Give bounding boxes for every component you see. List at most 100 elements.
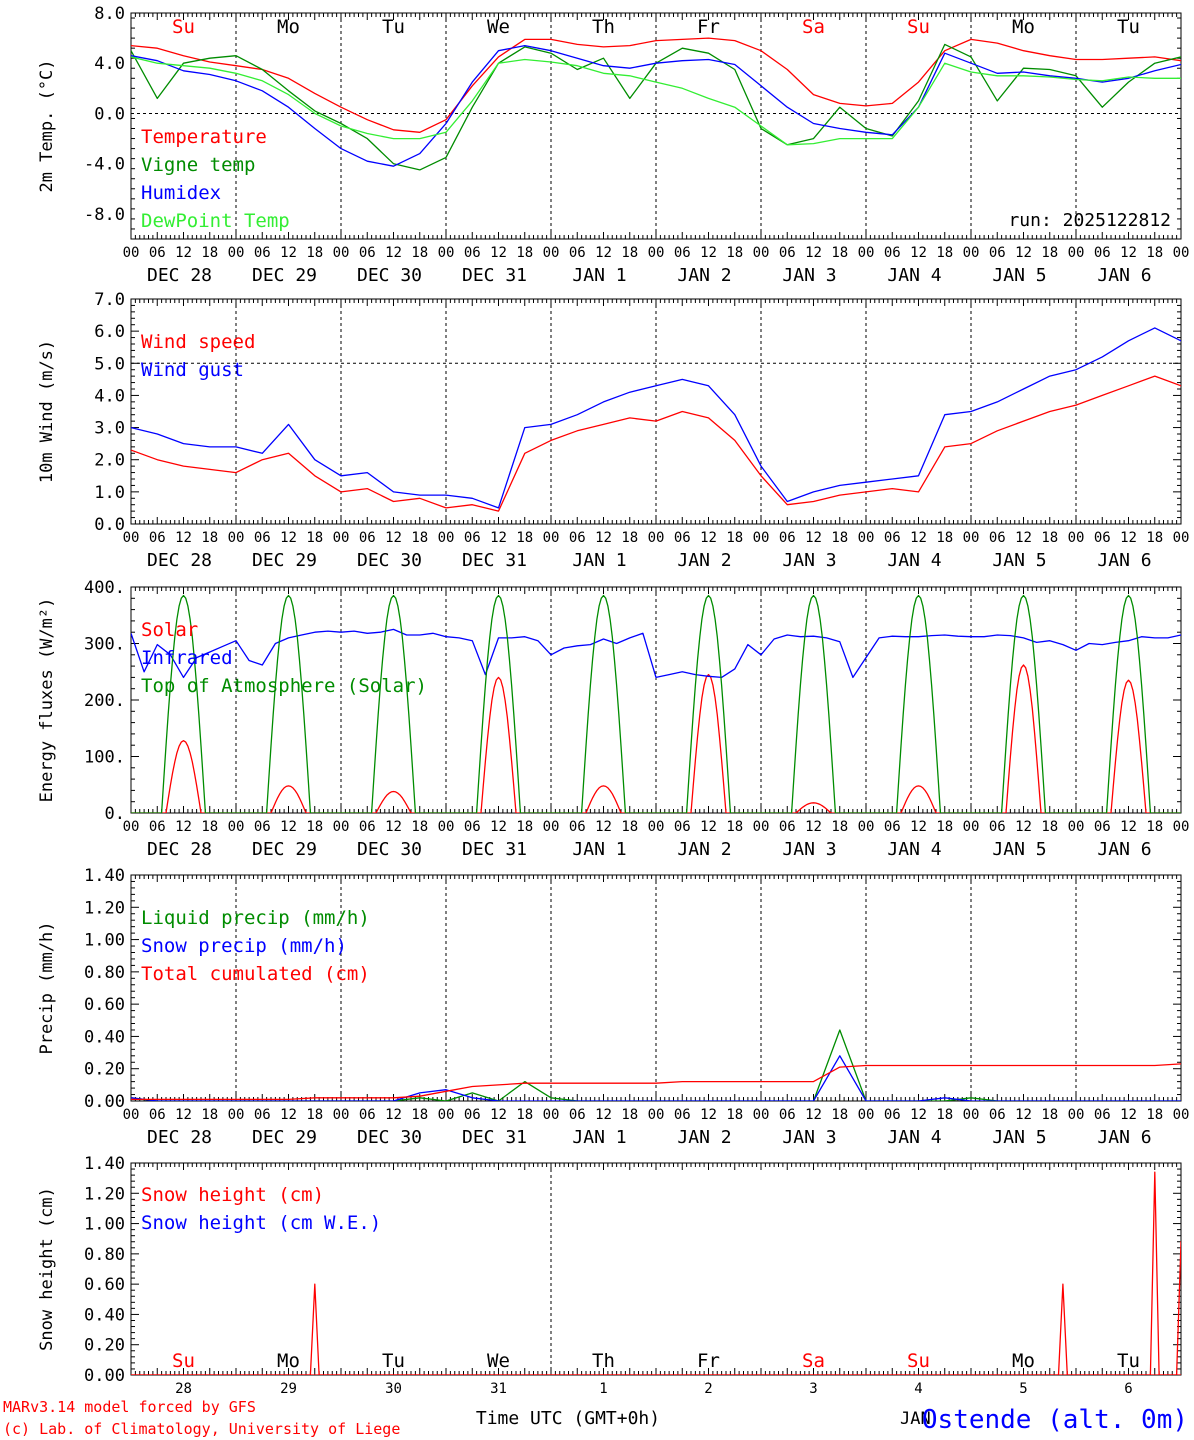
hour-label: 18 — [831, 1107, 848, 1123]
hour-label: 12 — [805, 530, 822, 546]
panel-1: 8.0 4.0 0.0 -4.0 -8.0 2m Temp. (°C) 00 06 12 18 00… — [37, 4, 1189, 286]
hour-label: 00 — [963, 245, 980, 261]
hour-label: 06 — [254, 245, 271, 261]
hour-label: 00 — [963, 1107, 980, 1123]
legend-vigne-temp: Vigne temp — [141, 154, 255, 176]
y-tick-label: 0. — [105, 804, 125, 824]
hour-label: 12 — [805, 245, 822, 261]
hour-label: 12 — [490, 530, 507, 546]
y-tick-label: 6.0 — [94, 322, 125, 342]
series-wind-gust — [131, 327, 1181, 509]
hour-label: 06 — [149, 245, 166, 261]
series-group — [131, 1029, 1181, 1101]
hour-label: 00 — [543, 245, 560, 261]
y-tick-label: 1.20 — [84, 898, 125, 918]
date-label: DEC 28 — [147, 1127, 212, 1148]
legend-dewpoint-temp: DewPoint Temp — [141, 210, 290, 232]
hour-label: 12 — [700, 245, 717, 261]
day-number: 29 — [280, 1381, 297, 1397]
series-wind-speed — [131, 375, 1181, 512]
legend-infrared: Infrared — [141, 647, 233, 669]
y-tick-label: 5.0 — [94, 354, 125, 374]
hour-ticks — [130, 875, 1182, 1101]
hour-label: 00 — [858, 819, 875, 835]
hour-label: 00 — [438, 245, 455, 261]
hour-label: 12 — [1120, 819, 1137, 835]
hour-label: 18 — [1041, 1107, 1058, 1123]
hour-label: 00 — [753, 1107, 770, 1123]
hour-label: 00 — [123, 1107, 140, 1123]
y-tick-label: 1.20 — [84, 1184, 125, 1204]
legend-temperature: Temperature — [141, 126, 267, 148]
day-name: Sa — [802, 1350, 825, 1372]
date-label: DEC 30 — [357, 1127, 422, 1148]
hour-label: 12 — [280, 245, 297, 261]
hour-label: 00 — [543, 819, 560, 835]
hour-label: 00 — [333, 530, 350, 546]
hour-label: 18 — [516, 1107, 533, 1123]
date-label: JAN 3 — [782, 1127, 836, 1148]
hour-label: 00 — [1173, 819, 1190, 835]
y-tick-label: 0.80 — [84, 963, 125, 983]
legend-snow-precip-mm-h: Snow precip (mm/h) — [141, 935, 347, 957]
series-total-cumulated-cm — [131, 1063, 1181, 1101]
hour-label: 12 — [280, 819, 297, 835]
hour-label: 12 — [385, 245, 402, 261]
y-tick-label: 0.60 — [84, 1275, 125, 1295]
date-label: DEC 30 — [357, 839, 422, 860]
day-name: Mo — [1012, 1350, 1035, 1372]
date-label: JAN 6 — [1097, 265, 1151, 286]
day-number: 4 — [914, 1381, 922, 1397]
hour-label: 18 — [726, 819, 743, 835]
legend-wind-speed: Wind speed — [141, 331, 255, 353]
hour-label: 00 — [438, 530, 455, 546]
day-number: 6 — [1124, 1381, 1132, 1397]
date-label: DEC 30 — [357, 550, 422, 571]
y-tick-label: 0.40 — [84, 1027, 125, 1047]
hour-label: 00 — [963, 530, 980, 546]
hour-label: 06 — [989, 819, 1006, 835]
hour-label: 12 — [910, 819, 927, 835]
date-label: JAN 1 — [572, 1127, 626, 1148]
hour-label: 18 — [621, 245, 638, 261]
hour-label: 06 — [464, 819, 481, 835]
y-axis-title: 10m Wind (m/s) — [37, 340, 57, 483]
date-label: DEC 29 — [252, 550, 317, 571]
month-label: JAN — [900, 1409, 931, 1429]
y-tick-label: 0.20 — [84, 1336, 125, 1356]
hour-label: 06 — [674, 530, 691, 546]
hour-label: 00 — [753, 819, 770, 835]
date-label: JAN 6 — [1097, 839, 1151, 860]
date-label: DEC 30 — [357, 265, 422, 286]
hour-label: 06 — [254, 530, 271, 546]
hour-label: 18 — [1146, 530, 1163, 546]
series-group — [131, 37, 1181, 171]
hour-label: 06 — [884, 530, 901, 546]
hour-label: 18 — [201, 245, 218, 261]
hour-label: 12 — [1015, 1107, 1032, 1123]
hour-ticks — [130, 13, 1182, 239]
day-name: Sa — [802, 16, 825, 38]
panels: 8.04.00.0-4.0-8.02m Temp. (°C)00 06 12 18 00… — [37, 4, 1190, 1397]
hour-label: 18 — [1146, 819, 1163, 835]
day-name: Th — [592, 1350, 615, 1372]
y-tick-label: 1.00 — [84, 931, 125, 951]
hour-label: 18 — [1146, 245, 1163, 261]
hour-label: 12 — [1120, 1107, 1137, 1123]
hour-label: 06 — [884, 245, 901, 261]
hour-label: 06 — [884, 1107, 901, 1123]
hour-label: 18 — [621, 819, 638, 835]
date-label: DEC 31 — [462, 839, 527, 860]
hour-label: 12 — [175, 245, 192, 261]
y-tick-label: 1.0 — [94, 483, 125, 503]
series-humidex — [131, 44, 1181, 167]
series-dewpoint-temp — [131, 56, 1181, 146]
hour-label: 12 — [595, 530, 612, 546]
hour-label: 06 — [464, 1107, 481, 1123]
panel-3: 400. 300. 200. 100. 0. Energy fluxes (W/m²) 00… — [37, 578, 1190, 860]
day-name: Mo — [1012, 16, 1035, 38]
hour-label: 18 — [936, 245, 953, 261]
credit-line-2: (c) Lab. of Climatology, University of L… — [3, 1420, 400, 1438]
date-label: DEC 29 — [252, 1127, 317, 1148]
hour-label: 06 — [149, 530, 166, 546]
